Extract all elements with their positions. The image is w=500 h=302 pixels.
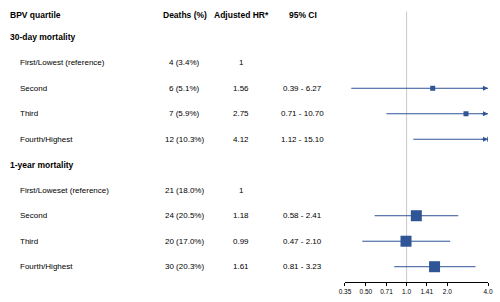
svg-text:0.50: 0.50 xyxy=(360,288,373,295)
svg-text:20 (17.0%): 20 (17.0%) xyxy=(165,237,204,246)
svg-text:2.0: 2.0 xyxy=(443,288,452,295)
svg-text:0.58 - 2.41: 0.58 - 2.41 xyxy=(283,211,322,220)
svg-text:95% CI: 95% CI xyxy=(289,10,317,20)
svg-text:0.81 - 3.23: 0.81 - 3.23 xyxy=(283,262,322,271)
svg-text:4.12: 4.12 xyxy=(233,135,249,144)
svg-text:6 (5.1%): 6 (5.1%) xyxy=(169,84,200,93)
svg-text:0.39 - 6.27: 0.39 - 6.27 xyxy=(283,84,322,93)
svg-text:0.71 - 10.70: 0.71 - 10.70 xyxy=(281,109,324,118)
svg-text:4 (3.4%): 4 (3.4%) xyxy=(169,58,200,67)
svg-text:Deaths (%): Deaths (%) xyxy=(163,10,207,20)
svg-text:12 (10.3%): 12 (10.3%) xyxy=(165,135,204,144)
svg-text:1: 1 xyxy=(239,58,244,67)
svg-text:1.18: 1.18 xyxy=(233,211,249,220)
svg-text:1.0: 1.0 xyxy=(402,288,411,295)
svg-text:1.61: 1.61 xyxy=(233,262,249,271)
svg-text:1.12 - 15.10: 1.12 - 15.10 xyxy=(281,135,324,144)
svg-text:1: 1 xyxy=(239,186,244,195)
svg-text:2.75: 2.75 xyxy=(233,109,249,118)
svg-text:1.56: 1.56 xyxy=(233,84,249,93)
svg-text:1-year mortality: 1-year mortality xyxy=(10,160,74,170)
svg-text:Fourth/Highest: Fourth/Highest xyxy=(20,262,73,271)
svg-text:21 (18.0%): 21 (18.0%) xyxy=(165,186,204,195)
svg-text:30 (20.3%): 30 (20.3%) xyxy=(165,262,204,271)
svg-text:0.99: 0.99 xyxy=(233,237,249,246)
svg-text:0.71: 0.71 xyxy=(380,288,393,295)
svg-text:First/Loweset (reference): First/Loweset (reference) xyxy=(20,186,109,195)
svg-text:Third: Third xyxy=(20,237,38,246)
svg-text:0.47 - 2.10: 0.47 - 2.10 xyxy=(283,237,322,246)
svg-text:0.35: 0.35 xyxy=(339,288,352,295)
svg-text:24 (20.5%): 24 (20.5%) xyxy=(165,211,204,220)
svg-text:Second: Second xyxy=(20,84,47,93)
svg-text:Adjusted HR*: Adjusted HR* xyxy=(214,10,269,20)
svg-text:7 (5.9%): 7 (5.9%) xyxy=(169,109,200,118)
svg-text:1.41: 1.41 xyxy=(420,288,433,295)
svg-text:Fourth/Highest: Fourth/Highest xyxy=(20,135,73,144)
svg-text:First/Lowest (reference): First/Lowest (reference) xyxy=(20,58,105,67)
svg-text:4.0: 4.0 xyxy=(483,288,492,295)
svg-text:Second: Second xyxy=(20,211,47,220)
svg-text:30-day mortality: 30-day mortality xyxy=(10,32,75,42)
svg-text:BPV quartile: BPV quartile xyxy=(10,10,61,20)
svg-text:Third: Third xyxy=(20,109,38,118)
